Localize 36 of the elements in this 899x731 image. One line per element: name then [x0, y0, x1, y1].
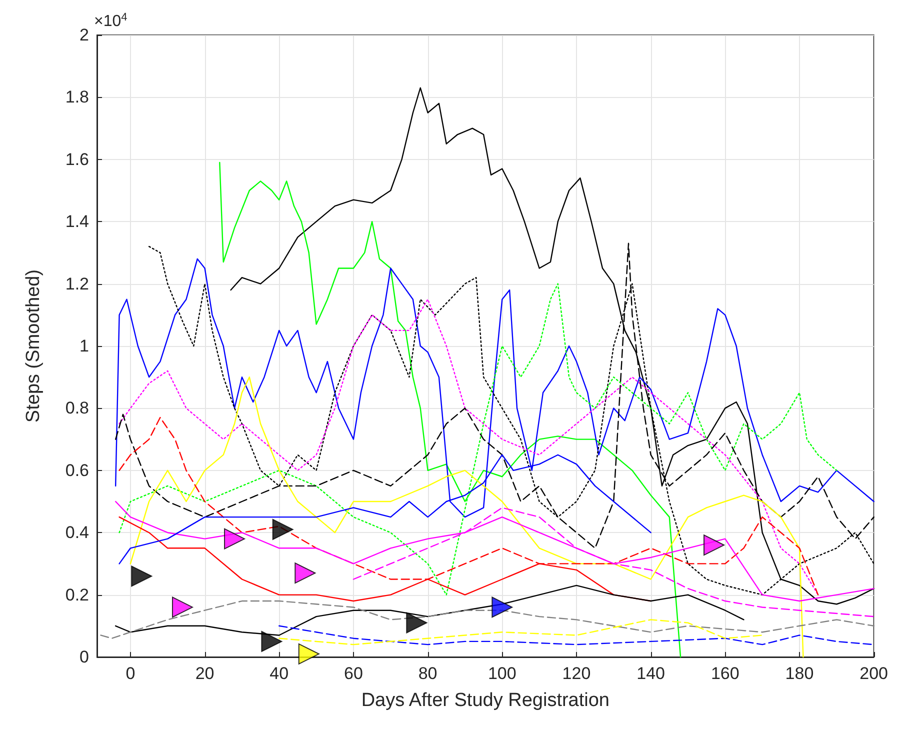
x-axis-title: Days After Study Registration [361, 690, 610, 711]
y-tick-label: 2 [80, 26, 89, 44]
y-tick-label: 0.2 [65, 585, 89, 604]
point [298, 643, 320, 664]
y-tick-label: 0.6 [65, 460, 89, 480]
y-tick-label: 1.4 [65, 212, 89, 232]
x-tick-label: 120 [562, 664, 591, 683]
point [406, 612, 428, 634]
x-tick-label: 160 [710, 664, 740, 683]
line-series [278, 625, 874, 646]
x-tick-label: 60 [344, 664, 363, 683]
y-tick-label: 1.8 [65, 88, 89, 107]
point [261, 630, 282, 652]
point [224, 528, 246, 550]
x-tick-label: 140 [636, 664, 665, 683]
x-tick-label: 80 [418, 664, 438, 683]
x-tick-label: 20 [195, 664, 214, 683]
y-tick-label: 1 [80, 336, 89, 356]
x-tick-label: 100 [488, 664, 516, 683]
x-tick-label: 0 [126, 664, 136, 683]
y-tick-label: 1.6 [65, 150, 89, 169]
point [294, 562, 316, 584]
point [492, 596, 513, 618]
y-tick-label: 0.8 [65, 398, 89, 418]
line-series [130, 376, 804, 658]
point [272, 518, 294, 540]
x-tick-label: 200 [860, 664, 888, 683]
point [172, 596, 193, 618]
y-tick-label: 0.4 [65, 523, 89, 542]
y-tick-label: 1.2 [65, 274, 89, 294]
point [703, 534, 724, 556]
y-tick-label: 0 [80, 648, 89, 666]
x-tick-label: 180 [785, 664, 814, 683]
x-tick-label: 40 [270, 664, 289, 683]
y-axis-title: Steps (Smoothed) [23, 269, 44, 423]
point [131, 566, 152, 587]
